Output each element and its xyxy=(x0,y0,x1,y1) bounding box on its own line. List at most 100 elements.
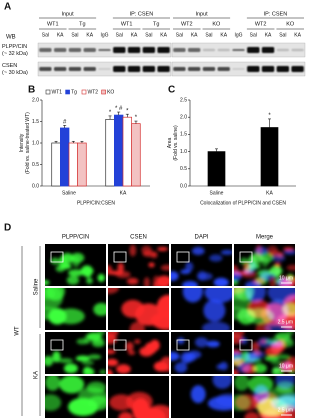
inset-box xyxy=(113,251,127,263)
signal xyxy=(234,351,243,361)
lane-label: Sal xyxy=(145,32,152,38)
signal xyxy=(234,279,239,286)
micrograph: 10 μm xyxy=(234,332,295,374)
micrograph xyxy=(108,244,169,286)
x-axis-label: Colocalization of PLPP/CIN and CSEN xyxy=(200,200,286,206)
signal xyxy=(117,262,125,273)
significance-mark: * xyxy=(109,110,112,116)
signal xyxy=(177,337,185,345)
micrograph xyxy=(45,332,106,374)
signal xyxy=(182,288,203,303)
micrograph-signal xyxy=(182,288,232,330)
signal xyxy=(87,354,102,360)
signal xyxy=(235,394,260,411)
micrograph xyxy=(171,332,232,374)
group-title: Input xyxy=(195,11,208,17)
signal xyxy=(52,351,61,363)
blot-band xyxy=(157,66,170,72)
micrograph xyxy=(171,244,232,286)
lane-label: Sal xyxy=(71,32,78,38)
signal xyxy=(75,355,90,362)
signal xyxy=(276,354,291,360)
micrograph-signal xyxy=(108,244,169,286)
micrograph xyxy=(171,376,232,418)
genotype-label: WT xyxy=(15,326,21,336)
micrograph-signal xyxy=(190,376,232,411)
signal xyxy=(282,361,291,371)
blot-band xyxy=(68,48,82,52)
inset-box xyxy=(176,251,190,263)
signal xyxy=(206,340,220,348)
scale-bar-label: 10 μm xyxy=(279,363,293,369)
micrograph-signal xyxy=(108,288,169,330)
lane-label: Sal xyxy=(42,32,49,38)
micrograph-signal xyxy=(45,376,106,416)
signal xyxy=(286,264,295,271)
blot-band xyxy=(173,48,186,52)
panel-label: A xyxy=(4,2,11,13)
y-tick-label: 2.0 xyxy=(180,115,187,121)
signal xyxy=(116,364,131,374)
row-size: (~ 32 kDa) xyxy=(2,51,28,57)
signal xyxy=(134,339,141,344)
blot-band xyxy=(53,48,67,52)
legend-label: Tg xyxy=(71,90,77,96)
signal xyxy=(45,279,50,286)
signal xyxy=(180,269,191,275)
bar xyxy=(131,123,141,187)
micrograph: 10 μm xyxy=(234,244,295,286)
inset-box xyxy=(239,339,253,351)
line-label: KO xyxy=(286,21,295,27)
signal xyxy=(275,376,295,389)
blot-band xyxy=(127,66,141,72)
x-tick-label: Saline xyxy=(210,190,224,196)
significance-mark: * # xyxy=(115,106,123,112)
signal xyxy=(201,321,231,330)
signal xyxy=(212,376,232,389)
signal xyxy=(203,299,226,322)
signal xyxy=(248,261,257,272)
signal xyxy=(58,358,74,364)
x-tick-label: KA xyxy=(266,190,273,196)
row-label: CSEN xyxy=(2,63,17,69)
signal xyxy=(204,288,232,303)
signal xyxy=(243,269,254,275)
signal xyxy=(274,262,281,268)
signal xyxy=(191,246,205,256)
micrograph xyxy=(108,288,169,330)
column-header: PLPP/CIN xyxy=(62,235,89,241)
x-tick-label: KA xyxy=(120,190,127,196)
signal xyxy=(252,363,267,374)
signal xyxy=(247,352,260,362)
inset-box xyxy=(50,251,64,263)
bar xyxy=(60,127,70,187)
blot-band xyxy=(98,49,111,51)
x-tick-label: Saline xyxy=(62,190,76,196)
signal xyxy=(125,341,134,352)
signal xyxy=(118,412,134,418)
row-label: PLPP/CIN xyxy=(2,44,27,50)
micrograph-signal xyxy=(45,332,106,374)
y-axis-label-line: (Fold vs. saline) xyxy=(173,125,179,161)
blot-band xyxy=(157,47,170,53)
signal xyxy=(136,407,166,418)
signal xyxy=(234,376,250,391)
line-label: WT2 xyxy=(181,21,193,27)
column-header: CSEN xyxy=(130,235,147,241)
signal xyxy=(148,262,155,268)
micrograph-signal xyxy=(108,332,169,374)
blot-band xyxy=(127,47,141,53)
panel-label: B xyxy=(28,85,35,96)
scale-bar-label: 10 μm xyxy=(279,275,293,281)
scale-bar-label: 2.5 μm xyxy=(278,319,293,325)
legend-swatch xyxy=(65,89,70,95)
signal xyxy=(197,270,207,281)
signal xyxy=(142,251,158,257)
y-tick-label: 0.5 xyxy=(180,166,187,172)
signal xyxy=(240,337,248,345)
micrograph xyxy=(108,332,169,374)
blot-band xyxy=(247,66,260,72)
lane-label: Sal xyxy=(250,32,257,38)
signal xyxy=(157,246,168,251)
scale-bar-label: 2.5 μm xyxy=(278,407,293,413)
